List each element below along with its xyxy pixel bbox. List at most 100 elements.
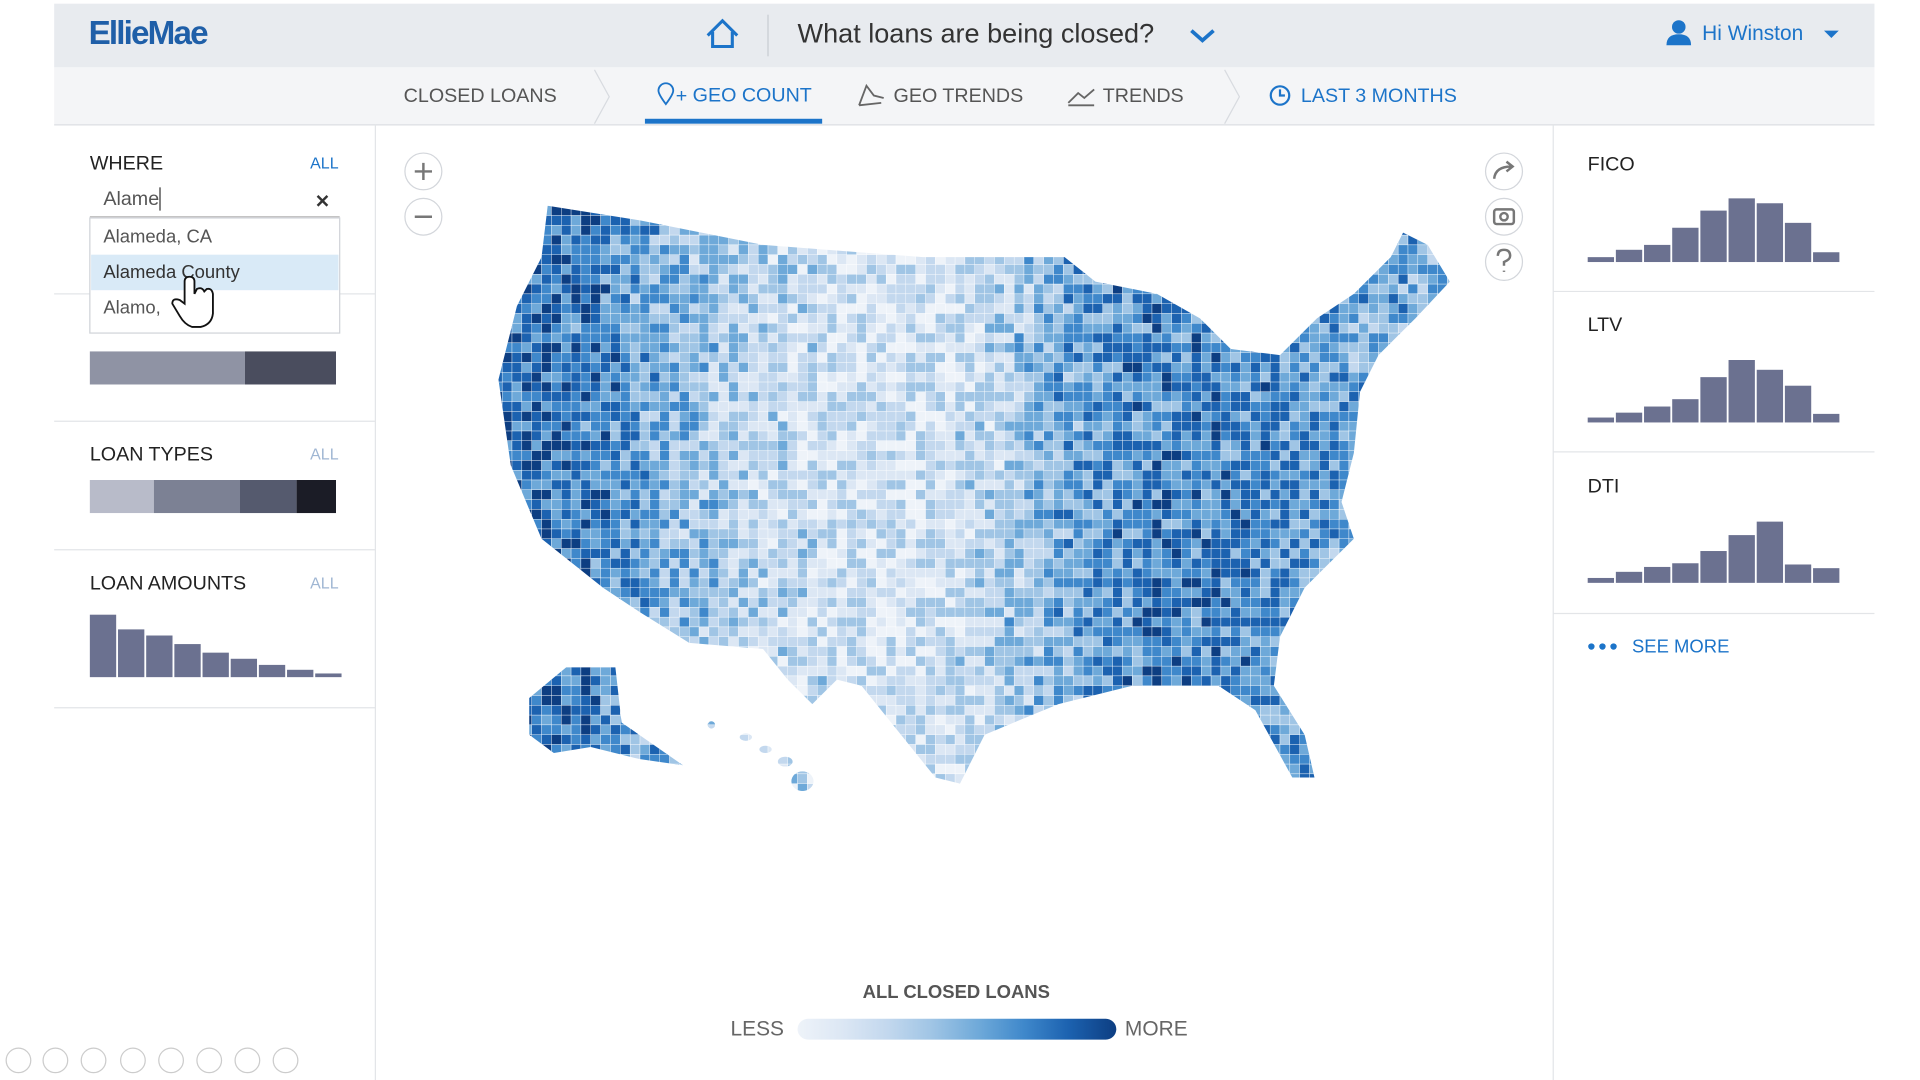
map-region: [1043, 587, 1054, 598]
see-more-dots[interactable]: [1588, 643, 1617, 650]
map-region: [1220, 234, 1231, 246]
map-region: [698, 626, 710, 637]
map-region: [1161, 440, 1172, 451]
clear-button[interactable]: [316, 195, 329, 207]
map-region: [1171, 205, 1182, 206]
nav-tab-text[interactable]: GEO COUNT: [693, 85, 812, 107]
map-region: [738, 430, 749, 441]
map-region: [551, 607, 562, 618]
home-icon[interactable]: [706, 18, 739, 49]
filter-all[interactable]: ALL: [310, 155, 339, 172]
map-region: [689, 754, 700, 765]
map-region: [797, 558, 808, 569]
map-region: [1220, 607, 1231, 618]
map-control-icons[interactable]: [414, 160, 1516, 272]
logo[interactable]: EllieMae: [89, 15, 210, 52]
user-name[interactable]: Hi Winston: [1702, 22, 1803, 45]
filter-all[interactable]: ALL: [310, 575, 339, 592]
map-region: [1004, 793, 1014, 803]
map-region: [925, 244, 936, 255]
map-region: [1053, 656, 1064, 667]
map-region: [1033, 538, 1044, 549]
map-region: [649, 381, 660, 393]
map-region: [531, 460, 542, 471]
map-region: [797, 440, 808, 451]
map-region: [1162, 793, 1172, 803]
map-region: [1122, 538, 1133, 549]
map-region: [1171, 528, 1182, 539]
map-region: [541, 744, 552, 755]
nav-tab[interactable]: LAST 3 MONTHS: [1301, 85, 1457, 107]
nav-tab[interactable]: CLOSED LOANS: [404, 85, 557, 107]
map-region: [767, 499, 779, 510]
map-region: [1161, 597, 1172, 608]
map-region: [531, 244, 542, 255]
map-region: [1161, 293, 1172, 304]
map-region: [620, 215, 631, 226]
map-region: [826, 205, 838, 206]
map-region: [1122, 616, 1133, 628]
map-region: [521, 479, 532, 490]
see-more[interactable]: SEE MORE: [1632, 636, 1729, 657]
map-region: [521, 636, 532, 647]
map-region: [777, 724, 788, 735]
map-region: [876, 489, 887, 500]
map-region: [1141, 411, 1153, 422]
search-input[interactable]: Alame: [103, 188, 159, 210]
user-caret[interactable]: [1824, 30, 1839, 38]
user-icon[interactable]: [1666, 20, 1692, 46]
map-region: [945, 705, 956, 716]
nav-tab[interactable]: GEO TRENDS: [894, 85, 1024, 107]
map-region: [718, 695, 729, 706]
map-region: [1033, 440, 1044, 451]
nav-tab[interactable]: + GEO COUNT: [676, 85, 812, 107]
map-region: [498, 440, 503, 451]
nav-tab[interactable]: TRENDS: [1103, 85, 1184, 107]
map-region: [689, 430, 700, 441]
suggestion[interactable]: Alameda County: [103, 261, 240, 282]
map-region: [689, 646, 700, 657]
map-region: [905, 352, 916, 363]
map-region: [1043, 636, 1054, 647]
map-region: [915, 665, 926, 677]
suggestion[interactable]: Alameda, CA: [103, 225, 212, 246]
map-region: [885, 225, 897, 236]
map-region: [1269, 254, 1281, 265]
filter-all[interactable]: ALL: [310, 447, 339, 464]
question-chevron[interactable]: [1190, 29, 1215, 43]
map-region: [738, 607, 749, 618]
map-region: [1013, 665, 1025, 677]
map-region: [905, 675, 916, 686]
map-region: [1141, 401, 1153, 412]
map-region: [521, 391, 532, 402]
map-region: [895, 460, 907, 471]
map-region: [866, 352, 877, 363]
map-region: [807, 215, 818, 226]
map-region: [748, 528, 759, 539]
map-region: [1132, 283, 1143, 295]
map-region: [1151, 421, 1163, 432]
map-region: [649, 283, 660, 295]
map-region: [561, 372, 572, 383]
map-region: [964, 313, 975, 324]
map-region: [708, 479, 719, 490]
choropleth-map[interactable]: [492, 196, 1457, 803]
map-region: [708, 323, 719, 334]
map-region: [846, 254, 857, 265]
question[interactable]: What loans are being closed?: [798, 19, 1155, 49]
map-region: [1132, 313, 1143, 324]
map-region: [629, 724, 641, 735]
map-region: [1250, 793, 1260, 803]
map-region: [698, 342, 710, 353]
map-region: [1013, 754, 1025, 765]
map-region: [1250, 616, 1261, 628]
map-region: [551, 646, 562, 657]
map-region: [1073, 352, 1084, 363]
map-region: [1220, 362, 1231, 373]
map-region: [1151, 274, 1163, 285]
map-region: [826, 332, 838, 344]
map-region: [748, 705, 759, 716]
map-region: [757, 254, 769, 265]
map-region: [1132, 411, 1143, 422]
suggestion[interactable]: Alamo,: [103, 296, 160, 317]
